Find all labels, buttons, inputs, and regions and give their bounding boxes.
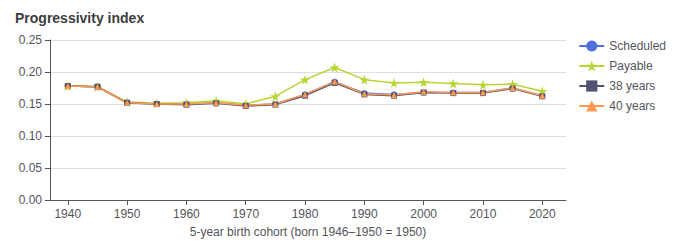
svg-text:5-year birth cohort (born 1946: 5-year birth cohort (born 1946–1950 = 19… bbox=[190, 225, 427, 239]
svg-text:0.10: 0.10 bbox=[19, 129, 43, 143]
svg-text:38 years: 38 years bbox=[609, 79, 655, 93]
svg-text:1940: 1940 bbox=[54, 207, 81, 221]
svg-text:0.20: 0.20 bbox=[19, 65, 43, 79]
svg-text:1950: 1950 bbox=[114, 207, 141, 221]
svg-text:Scheduled: Scheduled bbox=[609, 39, 666, 53]
svg-text:0.15: 0.15 bbox=[19, 97, 43, 111]
svg-text:2000: 2000 bbox=[410, 207, 437, 221]
svg-text:1960: 1960 bbox=[173, 207, 200, 221]
svg-text:2020: 2020 bbox=[529, 207, 556, 221]
svg-text:Progressivity index: Progressivity index bbox=[15, 10, 144, 26]
svg-text:0.05: 0.05 bbox=[19, 161, 43, 175]
svg-text:1990: 1990 bbox=[351, 207, 378, 221]
svg-text:1980: 1980 bbox=[292, 207, 319, 221]
svg-text:Payable: Payable bbox=[609, 59, 653, 73]
svg-text:40 years: 40 years bbox=[609, 99, 655, 113]
svg-text:0.25: 0.25 bbox=[19, 33, 43, 47]
svg-text:2010: 2010 bbox=[470, 207, 497, 221]
svg-text:1970: 1970 bbox=[232, 207, 259, 221]
svg-text:0.00: 0.00 bbox=[19, 193, 43, 207]
